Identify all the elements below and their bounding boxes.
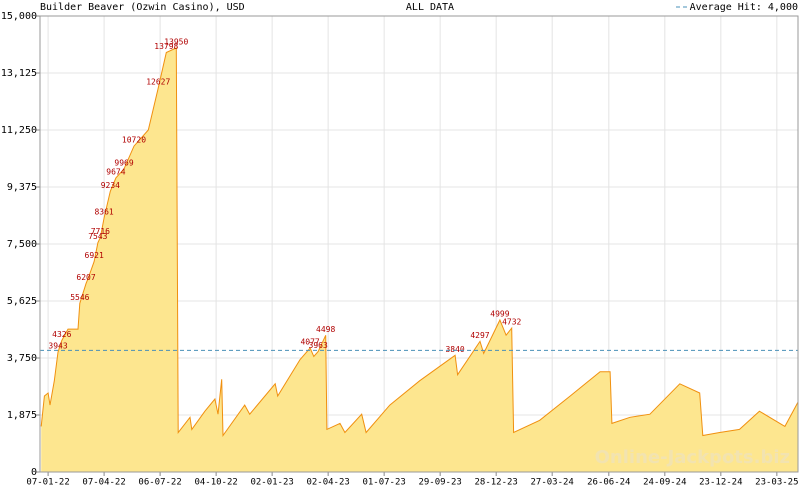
y-tick-label: 13,125 xyxy=(1,68,37,79)
value-label: 8361 xyxy=(94,207,113,216)
x-tick-label: 26-06-24 xyxy=(587,478,630,488)
value-label: 3840 xyxy=(445,345,464,354)
x-tick-label: 07-04-22 xyxy=(82,478,125,488)
y-tick-label: 0 xyxy=(31,467,37,478)
value-label: 12627 xyxy=(146,78,170,87)
value-label: 13950 xyxy=(164,37,188,46)
y-tick-label: 7,500 xyxy=(7,239,37,250)
value-label: 4498 xyxy=(316,325,335,334)
plot-frame xyxy=(39,15,799,473)
x-tick-label: 02-04-23 xyxy=(306,478,349,488)
x-tick-label: 04-10-22 xyxy=(194,478,237,488)
value-label: 5546 xyxy=(70,293,89,302)
x-tick-label: 28-12-23 xyxy=(474,478,517,488)
x-tick-label: 02-01-23 xyxy=(250,478,293,488)
value-label: 4732 xyxy=(502,318,521,327)
x-tick-label: 23-12-24 xyxy=(699,478,742,488)
value-label: 6921 xyxy=(85,251,104,260)
value-label: 7543 xyxy=(88,232,107,241)
y-tick-label: 15,000 xyxy=(1,11,37,22)
x-tick-label: 24-09-24 xyxy=(643,478,686,488)
value-label: 9674 xyxy=(106,167,125,176)
y-tick-label: 5,625 xyxy=(7,296,37,307)
value-label: 3943 xyxy=(48,342,67,351)
y-tick-label: 1,875 xyxy=(7,410,37,421)
y-tick-label: 3,750 xyxy=(7,353,37,364)
x-tick-label: 23-03-25 xyxy=(755,478,798,488)
value-label: 6207 xyxy=(76,273,95,282)
chart-subtitle: ALL DATA xyxy=(406,2,454,13)
value-label: 7716 xyxy=(91,227,110,236)
area-line xyxy=(40,47,799,438)
x-tick-label: 01-07-23 xyxy=(362,478,405,488)
value-label: 9234 xyxy=(101,181,120,190)
value-label: 9969 xyxy=(114,158,133,167)
y-tick-label: 9,375 xyxy=(7,182,37,193)
x-tick-label: 27-03-24 xyxy=(530,478,573,488)
value-label: 3963 xyxy=(309,341,328,350)
x-tick-label: 06-07-22 xyxy=(138,478,181,488)
value-label: 13798 xyxy=(154,42,178,51)
value-label: 10720 xyxy=(122,136,146,145)
value-label: 4077 xyxy=(300,338,319,347)
legend-label: Average Hit: 4,000 xyxy=(690,2,798,13)
value-label: 4326 xyxy=(52,330,71,339)
chart-title: Builder Beaver (Ozwin Casino), USD xyxy=(40,2,245,13)
watermark: Online-Jackpots.biz xyxy=(595,447,790,468)
x-tick-label: 29-09-23 xyxy=(418,478,461,488)
x-tick-label: 07-01-22 xyxy=(26,478,69,488)
value-label: 4999 xyxy=(490,310,509,319)
area-fill xyxy=(41,47,798,473)
value-label: 4297 xyxy=(470,331,489,340)
y-tick-label: 11,250 xyxy=(1,125,37,136)
